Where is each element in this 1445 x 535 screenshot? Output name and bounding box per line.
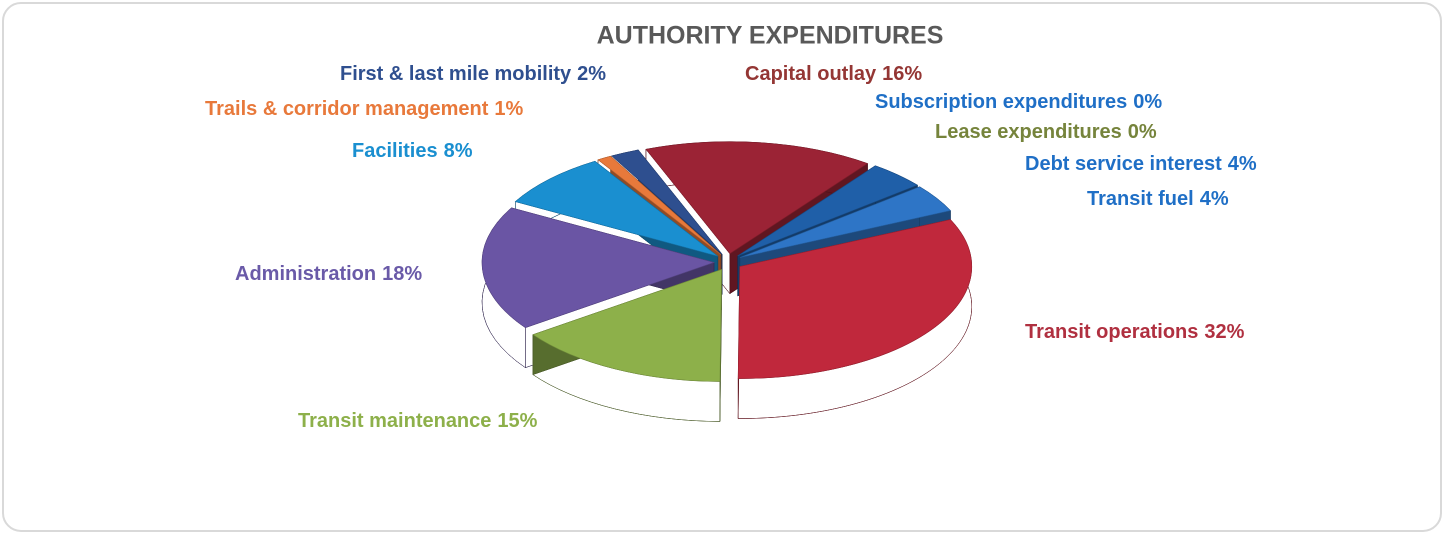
slice-label-name: Administration [235,263,376,285]
slice-label: Facilities 8% [352,140,473,162]
slice [611,149,723,255]
slice-label-value: 18% [382,263,422,285]
slice-label-name: Facilities [352,140,438,162]
slice-label-name: Trails & corridor management [205,98,489,120]
slice-label-name: Subscription expenditures [875,91,1127,113]
slice-label-value: 2% [577,63,606,85]
slice-label-name: First & last mile mobility [340,63,572,85]
slice [645,141,869,255]
slice-label: Transit maintenance 15% [298,410,538,432]
slice [737,219,973,379]
slice-label-value: 0% [1133,91,1162,113]
slice-label-name: Debt service interest [1025,153,1222,175]
slice-label-name: Transit fuel [1087,188,1194,210]
slice-label-value: 4% [1228,153,1257,175]
slice-label: Transit fuel 4% [1087,188,1229,210]
slice-label-value: 0% [1128,121,1157,143]
slice-label-value: 16% [882,63,922,85]
slice [532,269,722,382]
slice-label-value: 4% [1200,188,1229,210]
slice [597,155,722,255]
slice [514,160,719,257]
labels: Capital outlay 16% Subscription expenditur… [205,63,1257,432]
slice-label: Transit operations 32% [1025,321,1245,343]
slice-label-value: 8% [444,140,473,162]
slice-label: Subscription expenditures 0% [875,91,1162,113]
slice-label-name: Transit maintenance [298,410,491,432]
slice-label-value: 32% [1204,321,1244,343]
slice-label-name: Transit operations [1025,321,1198,343]
slice-label: Lease expenditures 0% [935,121,1157,143]
slice-label-value: 1% [494,98,523,120]
slice-label: Administration 18% [235,263,422,285]
slice-label: Capital outlay 16% [745,63,922,85]
pie-tops [481,141,973,382]
slice-label: Debt service interest 4% [1025,153,1257,175]
slice-label: First & last mile mobility 2% [340,63,606,85]
slice-label: Trails & corridor management 1% [205,98,524,120]
slice [739,186,952,258]
slice [481,207,716,328]
slice-label-value: 15% [497,410,537,432]
slice-label-name: Capital outlay [745,63,877,85]
slice [737,165,919,257]
chart-title: AUTHORITY EXPENDITURES [597,22,944,50]
slice-label-name: Lease expenditures [935,121,1122,143]
